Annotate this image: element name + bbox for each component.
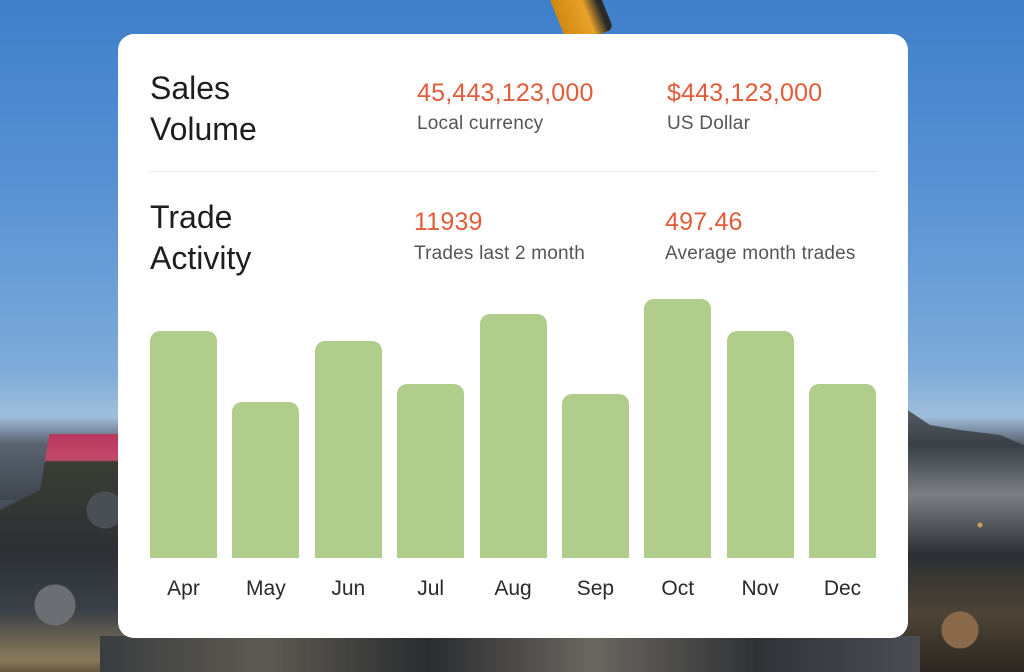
bar-fill [726, 331, 794, 558]
metric-label: Trades last 2 month [414, 243, 586, 264]
title-line-1: Sales [150, 70, 231, 106]
trade-bar-chart [150, 296, 876, 558]
x-label-oct: Oct [661, 577, 695, 600]
bar-fill [561, 393, 629, 558]
bar-fill [644, 299, 712, 558]
x-label-may: May [246, 577, 286, 600]
metric-label: US Dollar [667, 113, 751, 134]
sales-volume-section: Sales Volume 45,443,123,000 Local curren… [150, 68, 876, 172]
x-label-jul: Jul [417, 577, 445, 600]
bar-oct [644, 296, 712, 558]
bar-apr [150, 296, 217, 558]
bar-fill [150, 331, 217, 558]
us-dollar-metric: $443,123,000 US Dollar [667, 78, 822, 136]
metric-value: 497.46 [665, 208, 743, 236]
title-line-1: Trade [150, 199, 233, 235]
sales-volume-title: Sales Volume [150, 68, 350, 150]
metric-label: Local currency [417, 113, 544, 134]
metric-label: Average month trades [665, 243, 856, 264]
bar-aug [479, 296, 547, 558]
bar-dec [809, 296, 876, 558]
average-month-trades-metric: 497.46 Average month trades [665, 207, 856, 266]
bar-nov [726, 296, 794, 558]
bar-fill [314, 341, 382, 558]
metric-value: 45,443,123,000 [417, 79, 594, 107]
x-label-apr: Apr [167, 577, 200, 600]
bar-fill [232, 401, 300, 558]
bar-jul [397, 296, 465, 558]
title-line-2: Activity [150, 240, 252, 276]
bar-jun [314, 296, 382, 558]
trades-last-2-month-metric: 11939 Trades last 2 month [414, 207, 585, 266]
bar-fill [479, 314, 547, 558]
local-currency-metric: 45,443,123,000 Local currency [417, 78, 594, 136]
trade-activity-section: Trade Activity 11939 Trades last 2 month… [150, 197, 876, 307]
scrap-pile-bottom [100, 636, 920, 672]
metric-value: 11939 [414, 208, 483, 236]
x-label-sep: Sep [576, 577, 615, 600]
scrap-pile-right [900, 405, 1024, 672]
section-divider [150, 171, 876, 172]
bar-fill [809, 383, 876, 558]
x-label-nov: Nov [741, 577, 779, 600]
title-line-2: Volume [150, 111, 257, 147]
x-label-jun: Jun [331, 577, 366, 600]
chart-x-axis-labels: Apr May Jun Jul Aug Sep Oct Nov Dec [150, 574, 876, 604]
x-label-dec: Dec [823, 577, 862, 600]
stats-card: Sales Volume 45,443,123,000 Local curren… [118, 34, 908, 638]
bar-may [232, 296, 300, 558]
bar-fill [397, 383, 465, 558]
bar-sep [561, 296, 629, 558]
x-label-aug: Aug [494, 577, 532, 600]
metric-value: $443,123,000 [667, 79, 823, 107]
trade-activity-title: Trade Activity [150, 197, 350, 279]
